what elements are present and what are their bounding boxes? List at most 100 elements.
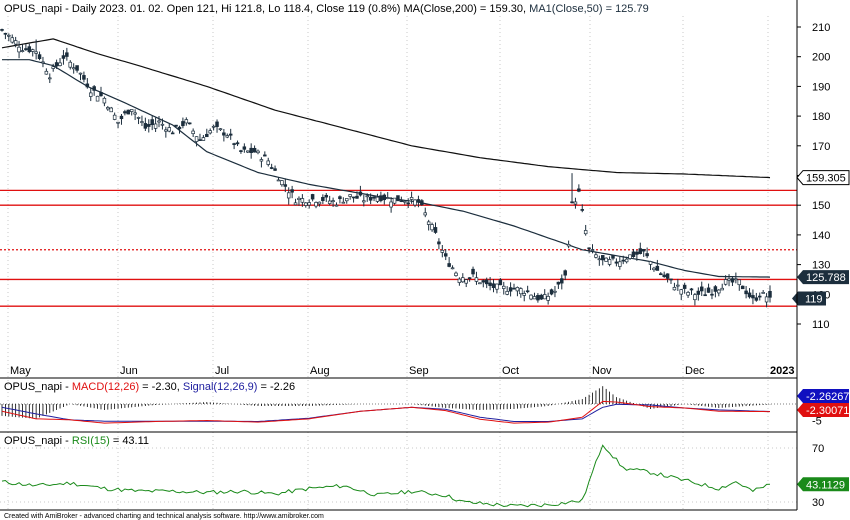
candle-body [20,50,25,52]
candle-body [307,202,311,206]
candle-body [474,277,479,282]
candle-body [246,150,250,153]
main-header: OPUS_napi - Daily 2023. 01. 02. Open 121… [4,3,649,15]
y-tick-label: 180 [812,111,830,123]
candle-body [659,273,663,276]
candle-body [10,37,14,43]
candle-body [590,249,595,251]
candle-body [252,147,257,153]
candle-body [109,107,113,113]
candle-body [256,150,260,154]
candle-body [187,122,192,125]
candle-body [645,253,649,257]
ma50-badge-shape [797,270,849,285]
y-tick-label: 200 [812,52,830,64]
candle-body [713,286,718,292]
candle-body [723,279,728,285]
candle-body [133,112,137,115]
candle-body [764,296,769,303]
ma50-badge: 125.788 [797,270,849,285]
candle-body [672,286,677,291]
candle-body [99,91,103,97]
y-tick-label: 210 [812,22,830,34]
candle-body [51,66,55,69]
candle-body [573,201,578,205]
candle-body [679,289,684,295]
horizontal-level-lines [0,189,797,307]
y-tick-label: 130 [812,260,830,272]
candle-body [194,136,199,142]
macd-badge: -2.30071 [797,403,849,417]
candle-body [508,287,513,292]
candle-body [228,133,233,136]
candle-body [481,280,486,283]
candle-body [505,291,509,295]
candle-body [437,241,441,245]
candle-body [676,284,680,287]
rsi-panel-series [1,444,771,508]
candle-body [13,40,18,45]
candle-body [65,52,69,57]
candle-body [720,287,724,291]
candle-body [560,278,564,284]
candle-body [348,194,352,197]
candle-body [304,202,308,206]
candle-body [467,277,472,280]
candle-body [413,199,417,206]
candle-body [358,191,363,196]
candle-body [174,124,178,127]
candle-body [123,111,127,114]
candle-body [389,201,393,208]
candle-body [276,179,281,182]
candle-body [536,295,540,301]
candle-body [440,249,445,253]
macd-tick-label: -5 [812,416,822,428]
candle-body [119,115,124,120]
candle-body [600,255,605,261]
close-badge-text: 119 [805,293,823,305]
candle-body [150,119,154,126]
candle-body [27,46,32,53]
macd-line [1,400,770,424]
candle-body [365,195,369,198]
candle-body [362,200,366,203]
candle-body [218,128,223,131]
candle-body [614,261,619,264]
candle-body [631,251,636,257]
candle-body [693,294,697,301]
candle-body [198,139,202,141]
candle-body [392,197,397,204]
candle-body [300,198,305,203]
candlesticks [0,28,772,308]
candle-body [519,288,523,295]
candle-body [648,261,653,265]
candle-body [768,290,772,298]
candle-body [420,200,424,206]
ma200-badge-shape [796,170,850,186]
x-tick-label: Oct [502,365,519,377]
candle-body [488,282,492,286]
candle-body [529,294,533,300]
candle-body [3,32,8,35]
candle-body [433,227,438,233]
candle-body [621,259,625,262]
candle-body [682,284,687,289]
candle-body [727,278,731,281]
candle-body [181,121,185,127]
candle-body [126,109,131,115]
candle-body [399,200,404,202]
candle-body [58,62,62,66]
candle-body [177,126,182,130]
candle-body [242,146,247,150]
candle-body [669,278,673,281]
candle-body [744,290,748,295]
candle-body [215,121,219,127]
candle-body [106,107,110,110]
candle-body [54,62,59,67]
macd-panel-series [0,386,797,424]
macd-badge-text: -2.30071 [806,405,849,417]
x-tick-label: Aug [310,365,330,377]
candle-body [37,54,42,59]
y-tick-label: 190 [812,81,830,93]
candle-body [577,188,581,192]
